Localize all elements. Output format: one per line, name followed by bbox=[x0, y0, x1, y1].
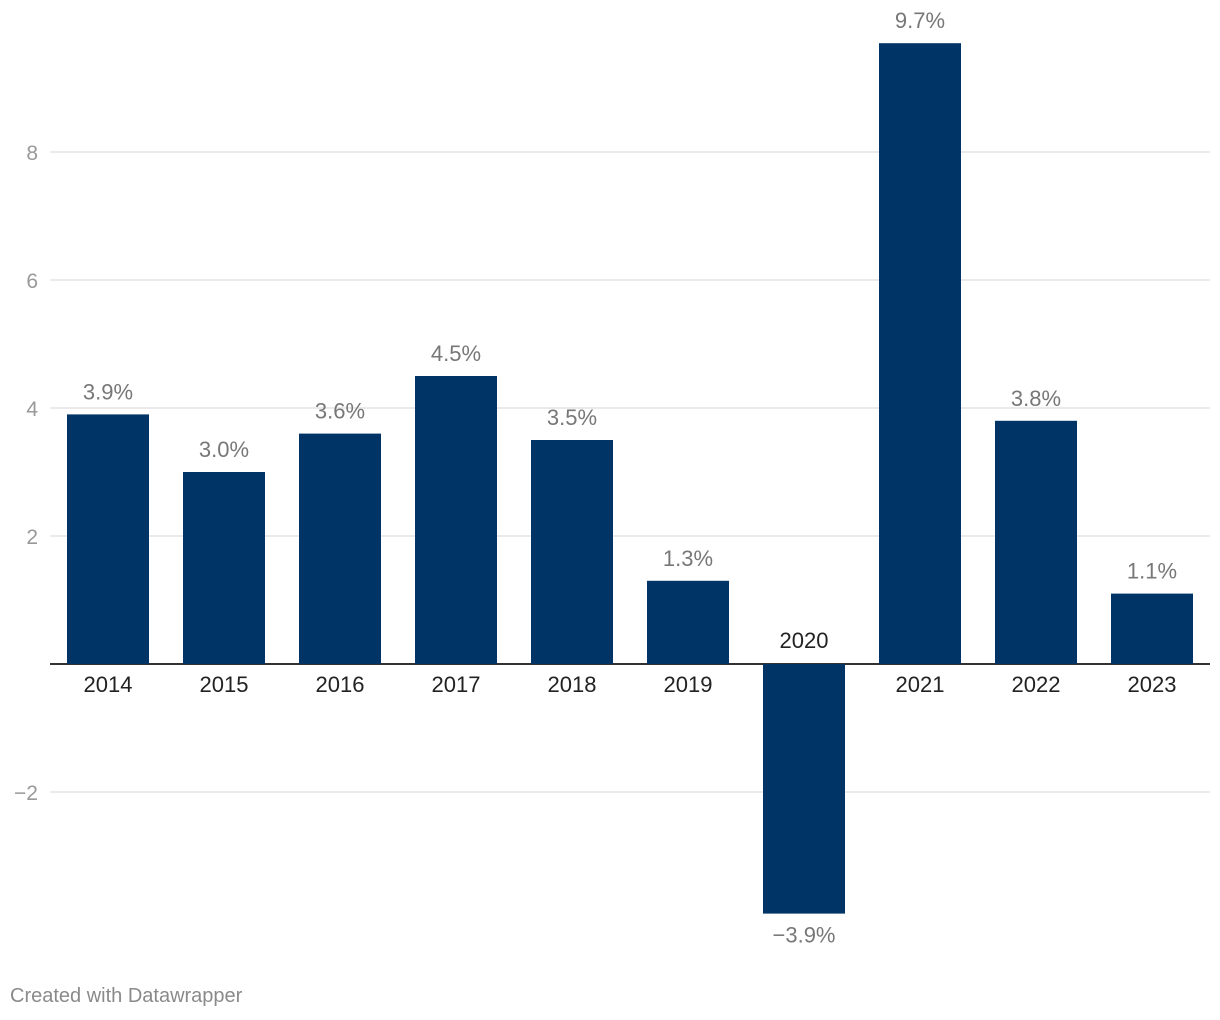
bar-2015 bbox=[183, 472, 265, 664]
bar-2020 bbox=[763, 664, 845, 914]
value-label: 3.8% bbox=[1011, 386, 1061, 411]
bar-chart: −2 2 4 6 8 3.9% 2014 3.0% 2015 3.6% 2016 4.5% 2017 3.… bbox=[14, 8, 1210, 948]
bar-2023 bbox=[1111, 593, 1193, 664]
bar-2018 bbox=[531, 440, 613, 664]
category-label: 2015 bbox=[200, 672, 249, 697]
category-label: 2014 bbox=[84, 672, 133, 697]
category-label: 2023 bbox=[1128, 672, 1177, 697]
bars bbox=[67, 43, 1193, 914]
value-label: 3.6% bbox=[315, 399, 365, 424]
value-label: 3.5% bbox=[547, 405, 597, 430]
category-label: 2016 bbox=[316, 672, 365, 697]
bar-2022 bbox=[995, 420, 1077, 664]
y-tick-label: −2 bbox=[14, 782, 38, 805]
y-tick-label: 6 bbox=[26, 270, 38, 293]
value-label: 3.9% bbox=[83, 379, 133, 404]
footer-credit: Created with Datawrapper bbox=[10, 985, 243, 1007]
category-label: 2017 bbox=[432, 672, 481, 697]
bar-2017 bbox=[415, 376, 497, 664]
bar-2019 bbox=[647, 580, 729, 664]
bar-2014 bbox=[67, 414, 149, 664]
bar-2021 bbox=[879, 43, 961, 664]
y-tick-label: 4 bbox=[26, 398, 38, 421]
category-label: 2022 bbox=[1012, 672, 1061, 697]
value-label: 9.7% bbox=[895, 8, 945, 33]
y-tick-label: 8 bbox=[26, 142, 38, 165]
value-label: 4.5% bbox=[431, 341, 481, 366]
bar-2016 bbox=[299, 433, 381, 664]
labels: −2 2 4 6 8 3.9% 2014 3.0% 2015 3.6% 2016 4.5% 2017 3.… bbox=[14, 8, 1177, 947]
value-label: 1.3% bbox=[663, 546, 713, 571]
category-label: 2021 bbox=[896, 672, 945, 697]
y-tick-label: 2 bbox=[26, 526, 38, 549]
value-label: 1.1% bbox=[1127, 559, 1177, 584]
category-label: 2019 bbox=[664, 672, 713, 697]
category-label: 2018 bbox=[548, 672, 597, 697]
value-label: 3.0% bbox=[199, 437, 249, 462]
category-label: 2020 bbox=[780, 628, 829, 653]
value-label: −3.9% bbox=[773, 923, 836, 948]
